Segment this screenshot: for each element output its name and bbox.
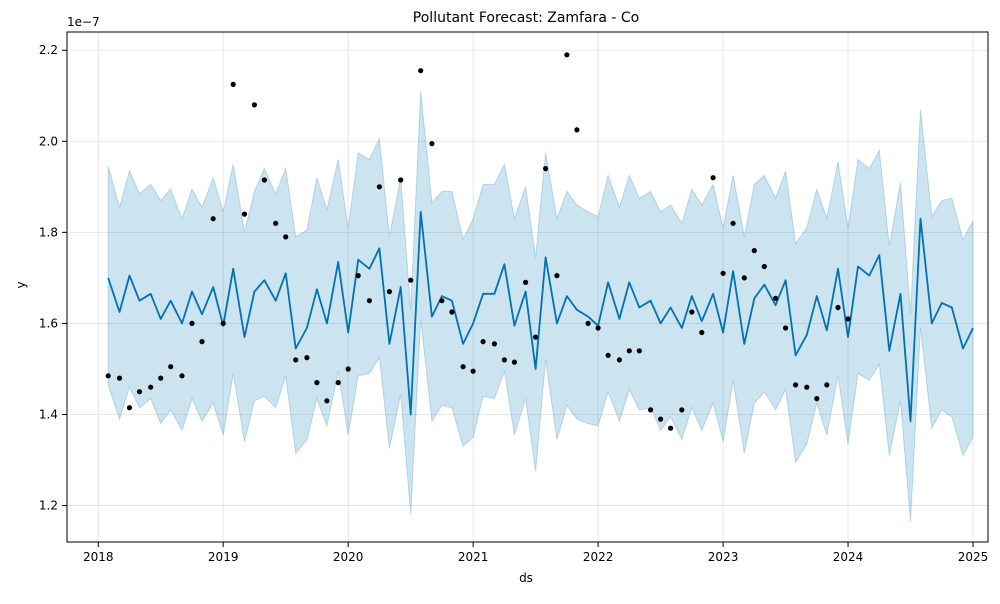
observed-point bbox=[689, 309, 695, 315]
x-tick-label: 2021 bbox=[458, 550, 489, 564]
plot-frame bbox=[66, 31, 989, 543]
x-tick-label: 2018 bbox=[83, 550, 114, 564]
observed-point bbox=[158, 375, 164, 381]
observed-point bbox=[386, 289, 392, 295]
observed-point bbox=[564, 52, 570, 58]
x-tick-label: 2024 bbox=[833, 550, 864, 564]
observed-point bbox=[730, 220, 736, 226]
observed-point bbox=[251, 102, 257, 108]
observed-point bbox=[366, 298, 372, 304]
observed-point bbox=[773, 295, 779, 301]
observed-point bbox=[523, 279, 529, 285]
observed-point bbox=[179, 373, 185, 379]
y-axis-scale-note: 1e−7 bbox=[67, 15, 100, 29]
observed-point bbox=[126, 405, 133, 411]
observed-point bbox=[595, 325, 601, 331]
y-tick-label: 1.2 bbox=[39, 499, 58, 513]
observed-point bbox=[293, 357, 299, 363]
forecast-line bbox=[107, 210, 974, 423]
observed-point bbox=[804, 384, 810, 390]
observed-point bbox=[148, 384, 154, 390]
observed-point bbox=[418, 68, 424, 74]
observed-point bbox=[261, 177, 267, 183]
observed-point bbox=[345, 366, 351, 372]
observed-point bbox=[199, 339, 205, 345]
observed-point bbox=[335, 380, 341, 386]
x-tick-label: 2025 bbox=[958, 550, 989, 564]
plot-area bbox=[105, 52, 974, 522]
observed-point bbox=[355, 273, 361, 279]
observed-point bbox=[324, 398, 330, 404]
observed-point bbox=[105, 373, 111, 379]
observed-point bbox=[460, 364, 466, 370]
observed-point bbox=[376, 184, 382, 190]
x-axis-label: ds bbox=[519, 571, 533, 585]
observed-point bbox=[429, 141, 435, 147]
y-tick-label: 2.2 bbox=[39, 43, 58, 57]
observed-point bbox=[136, 389, 143, 395]
observed-point bbox=[616, 357, 623, 363]
observed-point bbox=[554, 273, 560, 279]
observed-point bbox=[710, 175, 716, 181]
y-tick-label: 1.4 bbox=[39, 408, 58, 422]
chart-title: Pollutant Forecast: Zamfara - Co bbox=[413, 10, 639, 26]
observed-point bbox=[449, 309, 455, 315]
observed-point bbox=[761, 263, 767, 270]
observed-point bbox=[210, 216, 216, 222]
observed-point bbox=[470, 368, 476, 374]
observed-point bbox=[273, 220, 279, 226]
observed-point bbox=[168, 364, 174, 370]
observed-point bbox=[574, 127, 580, 133]
observed-point bbox=[189, 320, 195, 326]
observed-point bbox=[636, 348, 642, 354]
observed-point bbox=[835, 304, 841, 311]
observed-point bbox=[533, 334, 539, 340]
observed-point bbox=[408, 277, 414, 283]
observed-point bbox=[679, 407, 685, 413]
observed-point bbox=[491, 341, 497, 347]
observed-point bbox=[793, 382, 799, 388]
observed-point bbox=[605, 352, 611, 358]
observed-point bbox=[741, 275, 747, 281]
x-tick-label: 2022 bbox=[583, 550, 614, 564]
observed-point bbox=[783, 325, 789, 331]
observed-point bbox=[314, 380, 320, 386]
observed-point bbox=[283, 234, 289, 240]
observed-point bbox=[720, 270, 726, 276]
observed-point bbox=[648, 407, 654, 413]
observed-point bbox=[116, 375, 123, 381]
observed-point bbox=[699, 329, 705, 336]
observed-point bbox=[501, 357, 507, 363]
x-tick-label: 2020 bbox=[333, 550, 364, 564]
observed-point bbox=[845, 316, 851, 322]
x-tick-label: 2023 bbox=[708, 550, 739, 564]
observed-point bbox=[304, 355, 310, 361]
observed-point bbox=[480, 339, 486, 345]
observed-point bbox=[814, 396, 820, 402]
observed-point bbox=[230, 81, 236, 87]
observed-point bbox=[824, 382, 830, 388]
observed-point bbox=[585, 320, 591, 326]
observed-point bbox=[398, 177, 404, 183]
axes: 2018 2019 2020 2021 2022 2023 2024 2025 1.2 1.4 1.… bbox=[39, 43, 988, 564]
observed-point bbox=[220, 320, 226, 326]
observed-point bbox=[543, 166, 549, 172]
observed-point bbox=[626, 348, 632, 354]
observed-point bbox=[511, 359, 517, 365]
y-tick-label: 1.6 bbox=[39, 316, 58, 330]
observed-point bbox=[439, 298, 445, 304]
observed-point bbox=[751, 248, 757, 254]
observed-point bbox=[241, 211, 248, 217]
observed-point bbox=[668, 425, 674, 431]
y-tick-label: 2.0 bbox=[39, 134, 58, 148]
x-tick-label: 2019 bbox=[208, 550, 239, 564]
y-tick-label: 1.8 bbox=[39, 225, 58, 239]
grid bbox=[67, 32, 988, 542]
observed-point bbox=[658, 416, 664, 422]
y-axis-label: y bbox=[14, 281, 28, 288]
